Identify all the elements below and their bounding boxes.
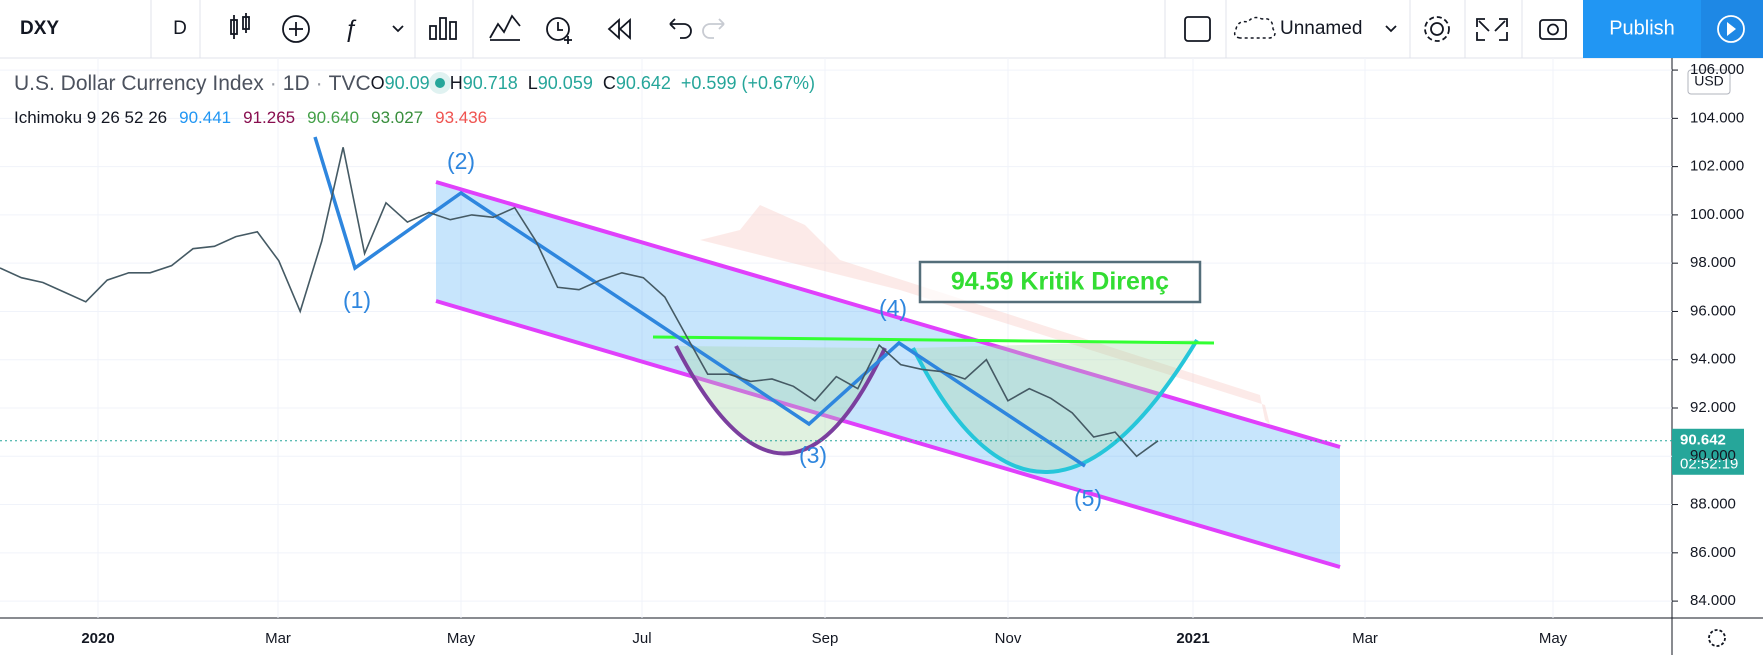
y-tick-label: 106.000 [1690, 61, 1744, 78]
resistance-line [652, 335, 1215, 345]
indicator-value: 93.027 [371, 108, 423, 127]
candles-icon[interactable] [230, 13, 250, 39]
indicator-value: 90.640 [307, 108, 359, 127]
legend-indicator-row: Ichimoku 9 26 52 26 90.441 91.265 90.640 93.… [14, 108, 487, 127]
toolbar [0, 0, 1763, 58]
ohlc-key: C [603, 73, 616, 93]
indicator-value: 90.441 [179, 108, 231, 127]
ohlc-value: 90.059 [538, 73, 593, 93]
last-price: 90.642 [1680, 432, 1726, 449]
play-icon [1727, 22, 1736, 36]
last-price-box [1672, 428, 1744, 475]
legend-exchange: TVC [329, 72, 371, 95]
currency: USD [1694, 73, 1724, 89]
countdown: 02:52:19 [1680, 456, 1738, 473]
compare-icon[interactable] [429, 17, 457, 40]
settings-icon[interactable] [1424, 16, 1450, 42]
snapshot-icon[interactable] [1539, 19, 1567, 40]
indicator-value: 91.265 [243, 108, 295, 127]
cup-fill [676, 346, 885, 454]
y-tick-label: 104.000 [1690, 109, 1744, 126]
wave-label: (2) [447, 148, 475, 174]
indicator-value: 93.436 [435, 108, 487, 127]
separator: · [270, 72, 277, 95]
legend-interval: 1D [283, 72, 310, 95]
wave-label: (5) [1074, 485, 1102, 511]
cup-fill [913, 340, 1197, 473]
ohlc-value: 90.642 [616, 73, 671, 93]
fullscreen-toggle[interactable] [1184, 16, 1211, 42]
y-tick-label: 100.000 [1690, 206, 1744, 223]
toolbar-icons: ƒ [230, 13, 725, 44]
wave-path [313, 136, 1086, 468]
undo-icon[interactable] [669, 18, 692, 39]
ohlc-value: 90.090 [385, 73, 440, 93]
x-tick-label: Sep [812, 630, 839, 647]
ohlc-value: 90.718 [463, 73, 518, 93]
annotation-box [918, 260, 1202, 304]
symbol-title: U.S. Dollar Currency Index [14, 72, 264, 95]
cup-left [674, 345, 887, 456]
indicator-name: Ichimoku 9 26 52 26 [14, 108, 167, 127]
play-icon [1717, 15, 1745, 43]
channel-lower [435, 299, 1341, 569]
channel-fill [436, 182, 1340, 567]
x-tick-label: May [1539, 630, 1568, 647]
y-tick-label: 102.000 [1690, 158, 1744, 175]
price-layer [0, 147, 1159, 458]
y-tick-label: 84.000 [1690, 592, 1736, 609]
publish-button[interactable] [1583, 0, 1701, 58]
fullscreen-icon[interactable] [1476, 18, 1508, 41]
ohlc-key: L [528, 73, 538, 93]
change: +0.599 (+0.67%) [681, 73, 815, 93]
layout-dropdown[interactable] [1385, 25, 1397, 33]
layout-name[interactable]: Unnamed [1280, 18, 1362, 39]
svg-text:ƒ: ƒ [344, 15, 357, 42]
currency-badge[interactable] [1687, 69, 1731, 95]
cup-right [911, 338, 1199, 474]
cloud-icon[interactable] [1233, 16, 1276, 39]
replay-icon[interactable] [607, 17, 631, 41]
y-tick-label: 88.000 [1690, 496, 1736, 513]
alert-icon[interactable] [546, 17, 572, 44]
separator: · [316, 72, 323, 95]
x-tick-label: 2021 [1176, 630, 1209, 647]
publish-label[interactable]: Publish [1609, 17, 1675, 39]
market-status-dot [435, 78, 445, 88]
price-line [0, 147, 1159, 458]
interval-button[interactable]: D [173, 18, 187, 39]
y-tick-label: 92.000 [1690, 399, 1736, 416]
y-tick-label: 86.000 [1690, 544, 1736, 561]
x-tick-label: May [447, 630, 476, 647]
x-tick-label: 2020 [81, 630, 114, 647]
y-tick-label: 90.000 [1690, 447, 1736, 464]
y-tick-label: 94.000 [1690, 351, 1736, 368]
fx-icon[interactable]: ƒ [344, 15, 404, 42]
channel-upper [435, 180, 1341, 449]
ohlc-key: H [450, 73, 463, 93]
x-tick-label: Nov [995, 630, 1022, 647]
indicators-add-icon[interactable] [282, 15, 310, 43]
wave-label: (1) [343, 287, 371, 313]
axis-settings[interactable] [1708, 629, 1726, 647]
y-tick-label: 98.000 [1690, 254, 1736, 271]
y-tick-label: 96.000 [1690, 302, 1736, 319]
redo-icon[interactable] [702, 18, 725, 39]
x-tick-label: Jul [632, 630, 651, 647]
ichimoku-cloud [700, 205, 1270, 425]
symbol[interactable]: DXY [20, 18, 59, 39]
wave-label: (3) [799, 442, 827, 468]
ohlc-key: O [371, 73, 385, 93]
annotation: 94.59 Kritik Direnç [951, 268, 1169, 296]
legend-title-row: U.S. Dollar Currency Index · 1D · TVCO90.090… [14, 72, 815, 95]
wave-label: (4) [879, 295, 907, 321]
x-tick-label: Mar [1352, 630, 1378, 647]
indicator-template-icon[interactable] [489, 14, 521, 41]
x-tick-label: Mar [265, 630, 291, 647]
